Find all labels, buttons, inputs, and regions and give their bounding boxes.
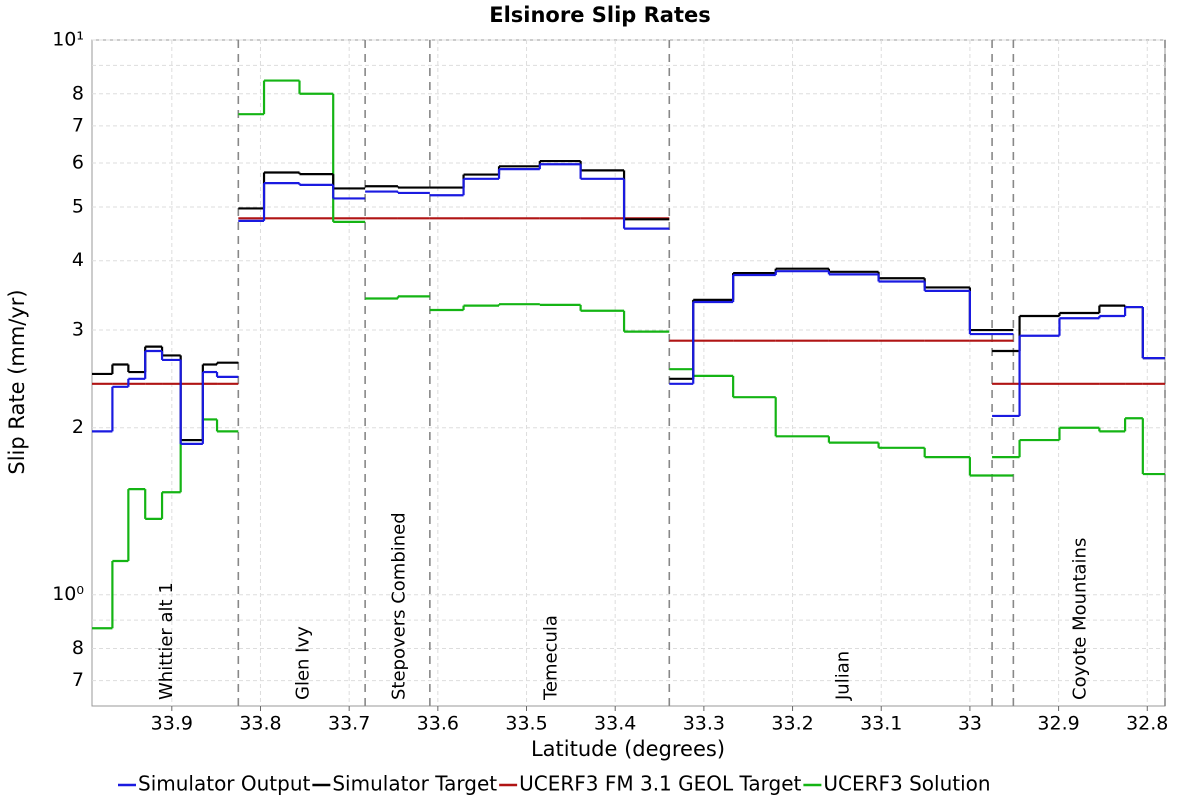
y-tick-label: 10⁰	[52, 583, 84, 605]
x-tick-label: 33	[958, 713, 982, 735]
series-line	[92, 217, 1165, 385]
series-line	[92, 163, 1165, 446]
legend-label: UCERF3 FM 3.1 GEOL Target	[519, 772, 801, 796]
y-tick-label: 3	[72, 319, 84, 341]
y-tick-label: 4	[72, 249, 84, 271]
section-label: Julian	[832, 651, 853, 701]
y-tick-label: 5	[72, 195, 84, 217]
y-tick-label: 2	[72, 416, 84, 438]
x-tick-label: 33.1	[860, 713, 902, 735]
y-tick-label: 7	[72, 669, 84, 691]
section-label: Whittier alt 1	[156, 582, 177, 700]
x-axis-title: Latitude (degrees)	[531, 737, 725, 761]
y-tick-label: 6	[72, 152, 84, 174]
x-tick-label: 33.6	[417, 713, 459, 735]
x-tick-label: 33.9	[151, 713, 193, 735]
x-tick-label: 33.8	[239, 713, 281, 735]
legend-label: Simulator Target	[332, 772, 497, 796]
plot-area	[91, 39, 1166, 707]
y-tick-label: 10¹	[52, 29, 84, 51]
y-tick-label: 8	[72, 82, 84, 104]
x-tick-label: 33.5	[505, 713, 547, 735]
section-label: Glen Ivy	[293, 626, 314, 700]
x-tick-label: 33.4	[594, 713, 636, 735]
y-tick-label: 7	[72, 114, 84, 136]
legend-label: Simulator Output	[138, 772, 311, 796]
x-tick-label: 33.3	[683, 713, 725, 735]
legend-label: UCERF3 Solution	[823, 772, 990, 796]
x-tick-label: 33.7	[328, 713, 370, 735]
series-line	[92, 79, 1165, 630]
x-tick-label: 32.8	[1126, 713, 1168, 735]
section-label: Stepovers Combined	[388, 512, 409, 700]
x-tick-label: 32.9	[1037, 713, 1079, 735]
section-label: Coyote Mountains	[1070, 538, 1091, 700]
section-label: Temecula	[541, 615, 562, 701]
x-tick-label: 33.2	[771, 713, 813, 735]
y-axis-title: Slip Rate (mm/yr)	[5, 289, 29, 474]
chart-title: Elsinore Slip Rates	[489, 3, 711, 27]
y-tick-label: 8	[72, 637, 84, 659]
